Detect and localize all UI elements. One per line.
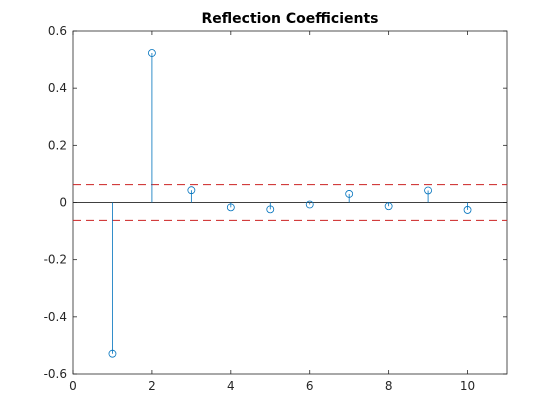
stem-marker-2 — [148, 49, 156, 57]
x-tick-label: 0 — [69, 379, 77, 393]
stem-marker-3 — [187, 186, 196, 195]
x-tick-label: 8 — [385, 379, 393, 393]
plot-area: 0 2 4 6 8 10 -0.6 -0.4 -0.2 0 0.2 0.4 0.6 — [44, 24, 508, 393]
y-tick-label: -0.4 — [44, 310, 67, 324]
y-tick-label: 0 — [59, 196, 67, 210]
y-tick-label: 0.4 — [48, 81, 67, 95]
x-tick-label: 6 — [306, 379, 314, 393]
y-tick-label: 0.2 — [48, 138, 67, 152]
chart-title: Reflection Coefficients — [202, 11, 379, 27]
stem-marker-1 — [108, 349, 117, 358]
stem-marker-10 — [463, 206, 472, 214]
stem-marker-8 — [384, 202, 393, 211]
stem-marker-6 — [305, 200, 314, 209]
stem-marker-4 — [226, 203, 235, 212]
y-tick-label: -0.6 — [44, 367, 67, 381]
x-tick-label: 2 — [148, 379, 156, 393]
x-tick-label: 4 — [227, 379, 235, 393]
x-tick-label: 10 — [460, 379, 475, 393]
stem-marker-9 — [424, 186, 432, 195]
y-tick-label: -0.2 — [44, 253, 67, 267]
stem-marker-7 — [345, 190, 354, 198]
stem-marker-5 — [266, 205, 275, 214]
y-tick-label: 0.6 — [48, 24, 67, 38]
